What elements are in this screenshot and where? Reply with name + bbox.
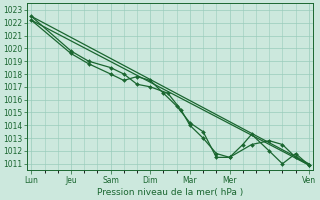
X-axis label: Pression niveau de la mer( hPa ): Pression niveau de la mer( hPa ) [97,188,243,197]
